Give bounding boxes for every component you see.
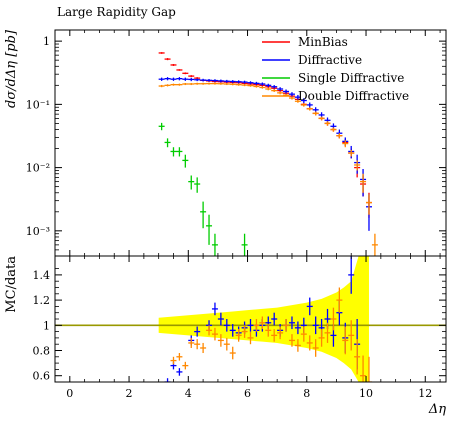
- ratio-y-tick-label: 1.2: [33, 294, 51, 307]
- x-tick-label: 12: [418, 387, 432, 400]
- ratio-y-tick-label: 1.4: [33, 269, 51, 282]
- main-panel: 1 10⁻¹ 10⁻² 10⁻³: [26, 29, 447, 257]
- ratio-uncertainty-band: [158, 256, 369, 382]
- y-tick-label: 10⁻²: [26, 162, 50, 175]
- chart-title: Large Rapidity Gap: [57, 5, 176, 19]
- y-tick-label: 10⁻¹: [26, 98, 50, 111]
- legend-label: Double Diffractive: [298, 89, 409, 103]
- ratio-series-group: [164, 256, 372, 382]
- y-axis-label: dσ/dΔη [pb]: [4, 29, 19, 108]
- legend-label: MinBias: [298, 35, 348, 49]
- legend: MinBias Diffractive Single Diffractive Doub…: [262, 35, 409, 103]
- x-tick-label: 8: [303, 387, 310, 400]
- legend-label: Diffractive: [298, 53, 362, 67]
- ratio-y-tick-label: 0.6: [33, 370, 51, 383]
- x-tick-label: 4: [185, 387, 192, 400]
- main-frame: [54, 29, 447, 257]
- series-single-diffractive: [158, 122, 248, 256]
- x-ticks: 0 2 4 6 8 10 12: [66, 30, 441, 400]
- ratio-ticks: 0.6 0.8 1 1.2 1.4: [33, 268, 446, 383]
- x-tick-label: 0: [66, 387, 73, 400]
- ratio-y-axis-label: MC/data: [4, 256, 19, 313]
- legend-label: Single Diffractive: [298, 71, 404, 85]
- ratio-series-double-diffractive: [170, 287, 372, 382]
- x-axis-label: Δη: [428, 402, 446, 417]
- x-tick-label: 2: [126, 387, 133, 400]
- main-series-group: [158, 52, 378, 256]
- y-tick-label: 10⁻³: [26, 225, 50, 238]
- ratio-panel: 0.6 0.8 1 1.2 1.4: [33, 255, 447, 383]
- x-tick-label: 6: [244, 387, 251, 400]
- ratio-y-tick-label: 0.8: [33, 345, 51, 358]
- series-double-diffractive: [158, 82, 378, 256]
- main-ticks: 1 10⁻¹ 10⁻² 10⁻³: [26, 35, 446, 257]
- y-tick-label: 1: [43, 35, 50, 48]
- ratio-y-tick-label: 1: [43, 319, 50, 332]
- x-tick-label: 10: [359, 387, 373, 400]
